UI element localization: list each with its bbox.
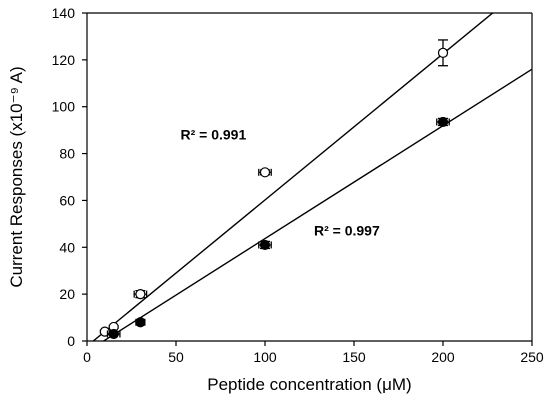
y-tick-label: 20 xyxy=(59,286,75,302)
y-axis-title: Current Responses (x10⁻⁹ A) xyxy=(7,66,26,287)
filled-circle-marker xyxy=(259,239,271,251)
annotations: R² = 0.991 R² = 0.997 xyxy=(180,127,379,239)
data-points xyxy=(99,39,450,340)
data-point xyxy=(258,239,272,251)
data-point xyxy=(108,321,119,333)
y-tick-label: 120 xyxy=(52,52,76,68)
data-point xyxy=(258,167,272,178)
y-ticks: 0 20 40 60 80 100 120 140 xyxy=(52,5,87,349)
x-tick-label: 50 xyxy=(168,349,184,365)
x-tick-label: 100 xyxy=(253,349,277,365)
x-tick-label: 0 xyxy=(83,349,91,365)
open-circle-marker xyxy=(437,47,449,58)
x-tick-label: 250 xyxy=(520,349,544,365)
data-point xyxy=(436,116,450,128)
x-tick-label: 200 xyxy=(431,349,455,365)
y-tick-label: 80 xyxy=(59,146,75,162)
fit-line-2 xyxy=(102,68,532,341)
data-point xyxy=(106,328,121,340)
filled-circle-marker xyxy=(437,116,449,128)
open-circle-marker xyxy=(259,167,271,178)
data-point xyxy=(99,326,110,337)
x-tick-label: 150 xyxy=(342,349,366,365)
y-tick-label: 100 xyxy=(52,99,76,115)
data-point xyxy=(133,289,148,300)
fit-line-1 xyxy=(92,13,494,341)
fit-lines xyxy=(92,13,532,341)
r2-label: R² = 0.997 xyxy=(314,223,380,239)
data-point xyxy=(135,317,146,328)
r2-label: R² = 0.991 xyxy=(180,127,246,143)
y-tick-label: 40 xyxy=(59,239,75,255)
y-tick-label: 60 xyxy=(59,192,75,208)
x-ticks: 0 50 100 150 200 250 xyxy=(83,341,544,365)
open-circle-marker xyxy=(135,289,146,300)
data-point xyxy=(437,39,449,67)
filled-circle-marker xyxy=(135,317,146,328)
axes xyxy=(86,12,533,342)
y-tick-label: 0 xyxy=(67,333,75,349)
filled-circle-marker xyxy=(108,328,119,340)
x-axis-title: Peptide concentration (μM) xyxy=(207,375,411,394)
y-tick-label: 140 xyxy=(52,5,76,21)
